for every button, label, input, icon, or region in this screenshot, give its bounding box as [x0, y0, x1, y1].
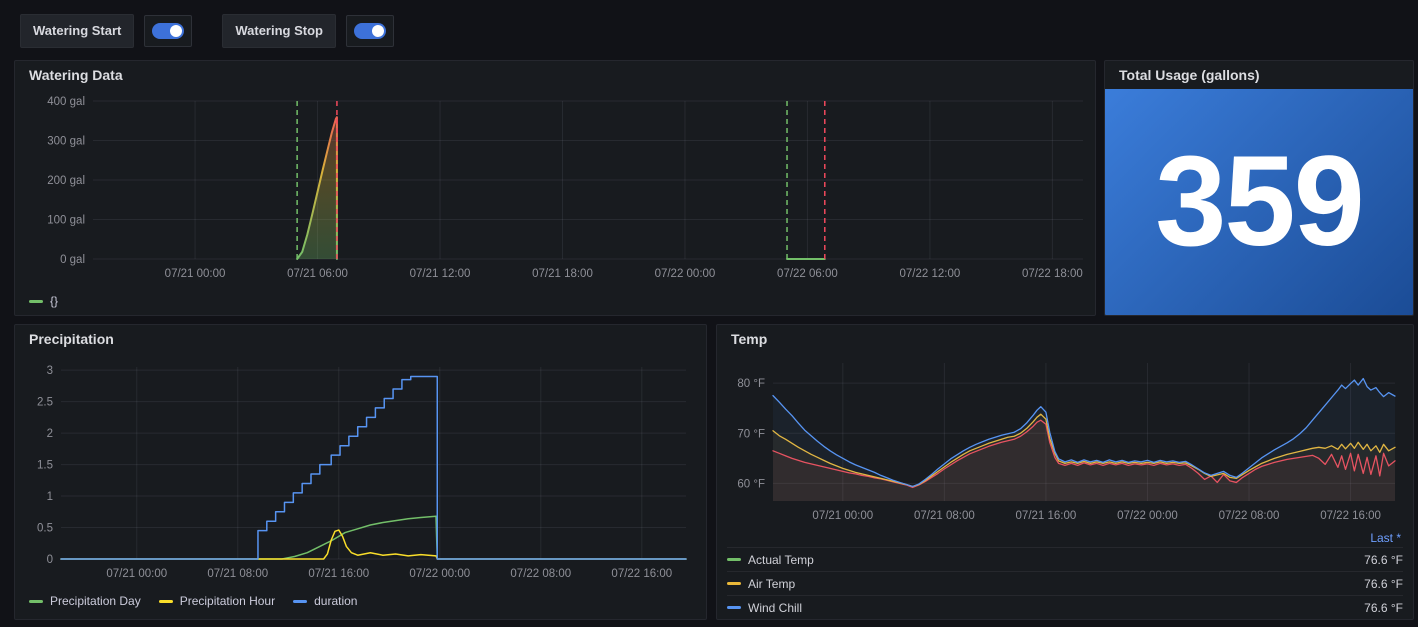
- watering-data-chart[interactable]: 0 gal 100 gal 200 gal 300 gal 400 gal 07/21 0…: [15, 89, 1093, 289]
- svg-text:100 gal: 100 gal: [47, 215, 85, 227]
- precipitation-panel-title[interactable]: Precipitation: [29, 331, 114, 347]
- svg-text:07/21 00:00: 07/21 00:00: [812, 510, 873, 522]
- svg-text:07/22 16:00: 07/22 16:00: [1320, 510, 1381, 522]
- svg-text:300 gal: 300 gal: [47, 136, 85, 148]
- watering-stop-label: Watering Stop: [222, 14, 336, 48]
- temp-panel-title[interactable]: Temp: [731, 331, 768, 347]
- legend-last-column-header[interactable]: Last *: [1370, 531, 1401, 545]
- svg-text:07/21 06:00: 07/21 06:00: [287, 268, 348, 280]
- svg-text:07/22 18:00: 07/22 18:00: [1022, 268, 1083, 280]
- legend-label: duration: [314, 594, 358, 608]
- svg-text:0: 0: [47, 554, 53, 566]
- svg-text:07/22 16:00: 07/22 16:00: [611, 568, 672, 580]
- panel-temp: Temp 60 °F 70 °F 80 °F 07/21 00:00 07/21 08:…: [716, 324, 1414, 620]
- legend-item[interactable]: Precipitation Day: [29, 594, 141, 608]
- series-color-icon: [29, 299, 43, 303]
- svg-text:07/21 16:00: 07/21 16:00: [1016, 510, 1077, 522]
- svg-text:07/22 06:00: 07/22 06:00: [777, 268, 838, 280]
- svg-text:07/21 16:00: 07/21 16:00: [308, 568, 369, 580]
- legend-row-actual-temp[interactable]: Actual Temp 76.6 °F: [727, 547, 1403, 571]
- watering-data-legend: {}: [15, 289, 1095, 313]
- svg-text:07/21 00:00: 07/21 00:00: [106, 568, 167, 580]
- legend-label: Actual Temp: [748, 552, 814, 567]
- series-color-icon: [29, 599, 43, 603]
- series-color-icon: [293, 599, 308, 603]
- svg-text:07/21 08:00: 07/21 08:00: [914, 510, 975, 522]
- legend-last-value: 76.6 °F: [1364, 552, 1403, 567]
- watering-start-control: Watering Start: [20, 14, 193, 48]
- legend-row-air-temp[interactable]: Air Temp 76.6 °F: [727, 571, 1403, 595]
- svg-text:0 gal: 0 gal: [60, 254, 85, 266]
- watering-start-toggle[interactable]: [144, 15, 193, 47]
- svg-text:07/21 12:00: 07/21 12:00: [410, 268, 471, 280]
- legend-item[interactable]: duration: [293, 594, 357, 608]
- legend-label: Precipitation Hour: [179, 594, 276, 608]
- legend-label: Precipitation Day: [50, 594, 141, 608]
- temp-chart[interactable]: 60 °F 70 °F 80 °F 07/21 00:00 07/21 08:00 07/…: [717, 353, 1411, 529]
- legend-label: Wind Chill: [748, 600, 803, 615]
- precipitation-legend: Precipitation Day Precipitation Hour dur…: [15, 589, 706, 613]
- total-usage-stat-background: 359: [1105, 89, 1413, 315]
- svg-text:2.5: 2.5: [37, 397, 53, 409]
- watering-stop-toggle[interactable]: [345, 15, 394, 47]
- series-color-icon: [727, 606, 741, 609]
- svg-text:07/22 00:00: 07/22 00:00: [655, 268, 716, 280]
- toolbar: Watering Start Watering Stop: [20, 14, 394, 48]
- svg-text:200 gal: 200 gal: [47, 175, 85, 187]
- svg-text:400 gal: 400 gal: [47, 96, 85, 108]
- legend-row-wind-chill[interactable]: Wind Chill 76.6 °F: [727, 595, 1403, 619]
- svg-text:60 °F: 60 °F: [737, 478, 765, 490]
- watering-stop-switch[interactable]: [353, 23, 386, 39]
- svg-text:80 °F: 80 °F: [737, 378, 765, 390]
- precipitation-chart[interactable]: 0 0.5 1 1.5 2 2.5 3 07/21 00:00 07/21 08:00 07/21…: [15, 353, 704, 589]
- svg-text:07/22 08:00: 07/22 08:00: [1219, 510, 1280, 522]
- series-color-icon: [727, 582, 741, 585]
- toggle-knob: [170, 25, 183, 37]
- temp-legend-table: Last * Actual Temp 76.6 °F Air Temp 76.6…: [717, 529, 1413, 619]
- svg-text:07/21 00:00: 07/21 00:00: [165, 268, 226, 280]
- watering-start-label: Watering Start: [20, 14, 135, 48]
- series-color-icon: [727, 558, 741, 561]
- watering-stop-control: Watering Stop: [222, 14, 394, 48]
- svg-text:07/22 12:00: 07/22 12:00: [900, 268, 961, 280]
- series-color-icon: [158, 599, 173, 603]
- svg-text:07/22 08:00: 07/22 08:00: [510, 568, 571, 580]
- total-usage-value: 359: [1155, 130, 1365, 273]
- total-usage-panel-title[interactable]: Total Usage (gallons): [1119, 67, 1260, 83]
- svg-text:0.5: 0.5: [37, 523, 53, 535]
- panel-precipitation: Precipitation 0 0.5 1 1.5 2 2.5 3 07/21 00:00 07…: [14, 324, 707, 620]
- legend-last-value: 76.6 °F: [1364, 576, 1403, 591]
- legend-last-value: 76.6 °F: [1364, 600, 1403, 615]
- svg-text:1.5: 1.5: [37, 460, 53, 472]
- legend-item[interactable]: {}: [29, 294, 58, 308]
- legend-item[interactable]: Precipitation Hour: [158, 594, 276, 608]
- panel-total-usage: Total Usage (gallons) 359: [1104, 60, 1414, 316]
- svg-text:1: 1: [47, 491, 53, 503]
- watering-data-panel-title[interactable]: Watering Data: [29, 67, 123, 83]
- legend-label: Air Temp: [748, 576, 796, 591]
- svg-text:07/22 00:00: 07/22 00:00: [409, 568, 470, 580]
- watering-start-switch[interactable]: [152, 23, 185, 39]
- svg-text:07/21 18:00: 07/21 18:00: [532, 268, 593, 280]
- svg-text:07/22 00:00: 07/22 00:00: [1117, 510, 1178, 522]
- legend-label: {}: [50, 294, 59, 308]
- svg-text:3: 3: [47, 365, 53, 377]
- svg-text:2: 2: [47, 428, 53, 440]
- svg-text:07/21 08:00: 07/21 08:00: [207, 568, 268, 580]
- panel-watering-data: Watering Data 0 gal 100 gal 200 gal 300 gal…: [14, 60, 1096, 316]
- toggle-knob: [371, 25, 384, 37]
- svg-text:70 °F: 70 °F: [737, 428, 765, 440]
